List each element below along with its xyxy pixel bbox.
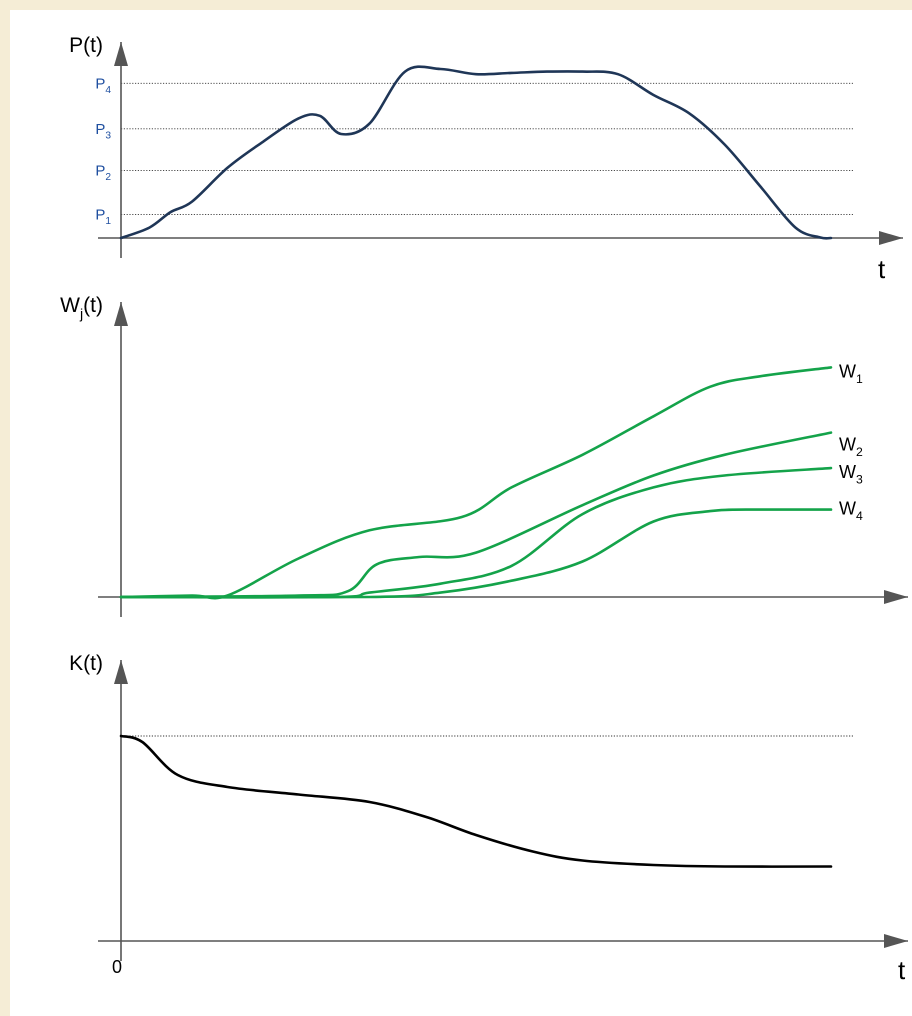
y-axis-head bbox=[114, 42, 128, 66]
level-label-p1-sub: 1 bbox=[105, 216, 111, 227]
k-panel: K(t) t 0 bbox=[69, 652, 908, 985]
level-label-p4-main: P bbox=[95, 75, 105, 92]
y-axis-label-main: K bbox=[69, 652, 83, 675]
level-label-p4: P4 bbox=[95, 75, 111, 96]
origin-label: 0 bbox=[112, 957, 122, 977]
level-label-p2-sub: 2 bbox=[105, 172, 111, 183]
x-axis-head bbox=[884, 590, 908, 604]
level-label-p2-main: P bbox=[95, 162, 105, 179]
series-line-w2 bbox=[119, 431, 833, 599]
series-label-w4-main: W bbox=[839, 499, 856, 519]
series-label-w2: W2 bbox=[839, 435, 863, 459]
y-axis-label-main: P bbox=[69, 34, 83, 57]
y-axis-label-suffix: (t) bbox=[83, 652, 103, 675]
series-label-w4-sub: 4 bbox=[856, 509, 863, 523]
level-label-p4-sub: 4 bbox=[105, 85, 111, 96]
series-line-w1 bbox=[119, 366, 833, 600]
series-line bbox=[119, 734, 833, 868]
series-label-w1: W1 bbox=[839, 361, 863, 385]
level-label-p2: P2 bbox=[95, 162, 111, 183]
series-label-w3-main: W bbox=[839, 462, 856, 482]
series-label-w2-sub: 2 bbox=[856, 445, 863, 459]
level-label-p3-main: P bbox=[95, 121, 105, 138]
x-axis-label: t bbox=[878, 254, 886, 284]
series-label-w3: W3 bbox=[839, 462, 863, 486]
series-label-w3-sub: 3 bbox=[856, 473, 863, 487]
level-label-p3: P3 bbox=[95, 121, 111, 142]
series-label-w1-sub: 1 bbox=[856, 372, 863, 386]
level-label-p1-main: P bbox=[95, 207, 105, 224]
y-axis-label-suffix: (t) bbox=[83, 294, 103, 317]
y-axis-label-suffix: (t) bbox=[83, 34, 103, 57]
x-axis-head bbox=[884, 934, 908, 948]
series-label-w2-main: W bbox=[839, 435, 856, 455]
series-label-w1-main: W bbox=[839, 361, 856, 381]
y-axis-label-sub: j bbox=[79, 306, 83, 322]
level-label-p3-sub: 3 bbox=[105, 130, 111, 141]
series-label-w4: W4 bbox=[839, 499, 863, 523]
y-axis-label: Wj(t) bbox=[60, 294, 103, 322]
series-line-w4 bbox=[119, 508, 833, 599]
series-line bbox=[119, 65, 833, 240]
y-axis-label: K(t) bbox=[69, 652, 103, 675]
y-axis-label: P(t) bbox=[69, 34, 103, 57]
y-axis-head bbox=[114, 660, 128, 684]
chart-canvas: P1 P2 P3 P4 P(t) t Wj(t) W1 W2 W3 W4 K(t) t 0 bbox=[10, 10, 912, 1016]
series-line-w3 bbox=[119, 466, 833, 599]
x-axis-label: t bbox=[898, 955, 906, 985]
level-label-p1: P1 bbox=[95, 207, 111, 228]
x-axis-head bbox=[879, 231, 903, 245]
y-axis-label-main: W bbox=[60, 294, 80, 317]
y-axis-head bbox=[114, 302, 128, 326]
